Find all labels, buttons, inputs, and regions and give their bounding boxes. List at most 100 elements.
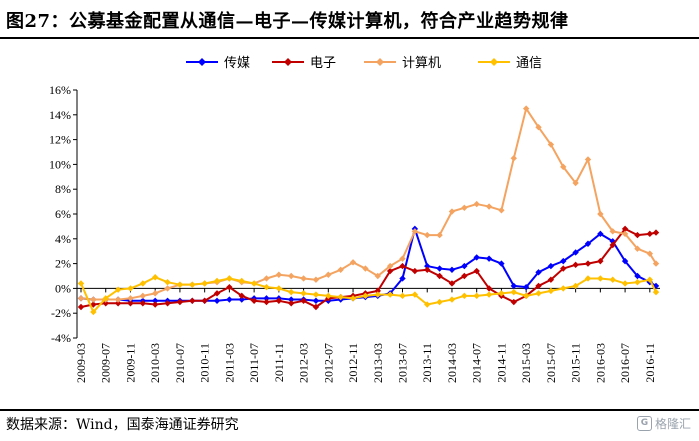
data-point xyxy=(584,156,592,163)
data-point xyxy=(424,231,431,239)
data-point xyxy=(436,231,443,239)
y-tick-label: 4% xyxy=(55,232,71,246)
data-point xyxy=(114,300,122,307)
axes: -4% -2% 0% 2% 4% 6% 8% 10% 12% 14% 16% 2009-03 2009-… xyxy=(49,83,660,383)
x-tick-label: 2011-07 xyxy=(247,343,261,383)
y-tick-label: 0% xyxy=(55,281,71,295)
data-point xyxy=(77,303,85,311)
data-point xyxy=(374,272,381,280)
x-tick-label: 2015-07 xyxy=(544,343,558,383)
data-point xyxy=(399,262,406,270)
data-point xyxy=(572,282,579,290)
x-tick-label: 2010-03 xyxy=(148,343,162,383)
x-tick-label: 2010-07 xyxy=(173,343,187,383)
data-point xyxy=(288,296,295,303)
data-point xyxy=(213,290,221,297)
legend-label: 传媒 xyxy=(224,56,250,71)
data-point xyxy=(288,272,295,280)
data-point xyxy=(609,238,616,245)
data-point xyxy=(498,207,505,214)
data-point xyxy=(461,204,468,211)
data-point xyxy=(522,283,530,291)
data-point xyxy=(77,295,85,302)
data-point xyxy=(485,255,493,262)
data-point xyxy=(151,290,159,297)
data-point xyxy=(510,282,517,290)
y-tick-label: 16% xyxy=(49,83,71,97)
data-point xyxy=(238,292,245,300)
data-point xyxy=(362,265,369,272)
data-point xyxy=(102,300,109,307)
data-point xyxy=(90,296,97,303)
data-point xyxy=(584,260,592,267)
data-point xyxy=(337,266,344,273)
data-point xyxy=(263,295,270,302)
data-point xyxy=(226,283,233,291)
data-point xyxy=(547,287,555,295)
data-point xyxy=(176,281,184,288)
series-4 xyxy=(77,274,660,316)
data-point xyxy=(652,229,660,236)
data-point xyxy=(584,240,592,247)
x-tick-label: 2014-03 xyxy=(445,343,459,383)
data-point xyxy=(634,231,641,239)
data-point xyxy=(411,291,419,298)
x-tick-label: 2011-03 xyxy=(222,343,236,383)
data-point xyxy=(127,300,134,307)
data-point xyxy=(535,290,542,297)
data-point xyxy=(621,280,629,287)
x-tick-label: 2010-11 xyxy=(198,343,212,383)
data-point xyxy=(535,269,542,276)
data-point xyxy=(597,275,604,282)
data-point xyxy=(151,297,159,304)
data-point xyxy=(263,275,270,282)
data-point xyxy=(275,271,283,278)
data-point xyxy=(374,287,381,295)
data-point xyxy=(646,250,654,257)
data-point xyxy=(127,295,134,302)
data-point xyxy=(386,262,394,270)
data-point xyxy=(312,291,320,298)
data-point xyxy=(646,230,654,238)
data-point xyxy=(238,277,245,285)
x-tick-label: 2013-11 xyxy=(420,343,434,383)
data-point xyxy=(399,255,406,262)
data-point xyxy=(448,296,456,303)
data-point xyxy=(114,296,122,303)
data-point xyxy=(560,285,567,292)
y-tick-label: 6% xyxy=(55,207,71,221)
bottom-rule xyxy=(0,409,699,411)
data-point xyxy=(547,276,555,283)
data-point xyxy=(114,286,122,293)
data-point xyxy=(597,230,604,238)
data-point xyxy=(275,297,283,304)
data-point xyxy=(226,296,233,303)
x-tick-label: 2012-07 xyxy=(321,343,335,383)
data-point xyxy=(362,292,369,300)
x-tick-label: 2009-03 xyxy=(74,343,88,383)
data-point xyxy=(652,260,660,267)
watermark-logo-icon: G xyxy=(636,416,652,431)
legend-marker xyxy=(376,58,384,66)
data-point xyxy=(399,292,406,300)
data-point xyxy=(448,208,456,215)
y-tick-label: -4% xyxy=(51,331,71,345)
data-point xyxy=(560,265,567,272)
x-tick-label: 2009-11 xyxy=(123,343,137,383)
data-point xyxy=(498,290,505,297)
x-tick-label: 2015-03 xyxy=(519,343,533,383)
data-point xyxy=(164,279,171,286)
data-point xyxy=(127,285,134,292)
legend-label: 计算机 xyxy=(402,56,441,71)
y-tick-label: -2% xyxy=(51,306,71,320)
x-tick-label: 2012-11 xyxy=(346,343,360,383)
data-point xyxy=(498,260,505,267)
y-tick-label: 12% xyxy=(49,133,71,147)
legend-marker xyxy=(198,58,206,66)
series-line xyxy=(80,107,657,301)
data-point xyxy=(448,280,456,287)
data-point xyxy=(485,291,493,298)
data-point xyxy=(560,257,567,265)
data-point xyxy=(164,300,171,307)
